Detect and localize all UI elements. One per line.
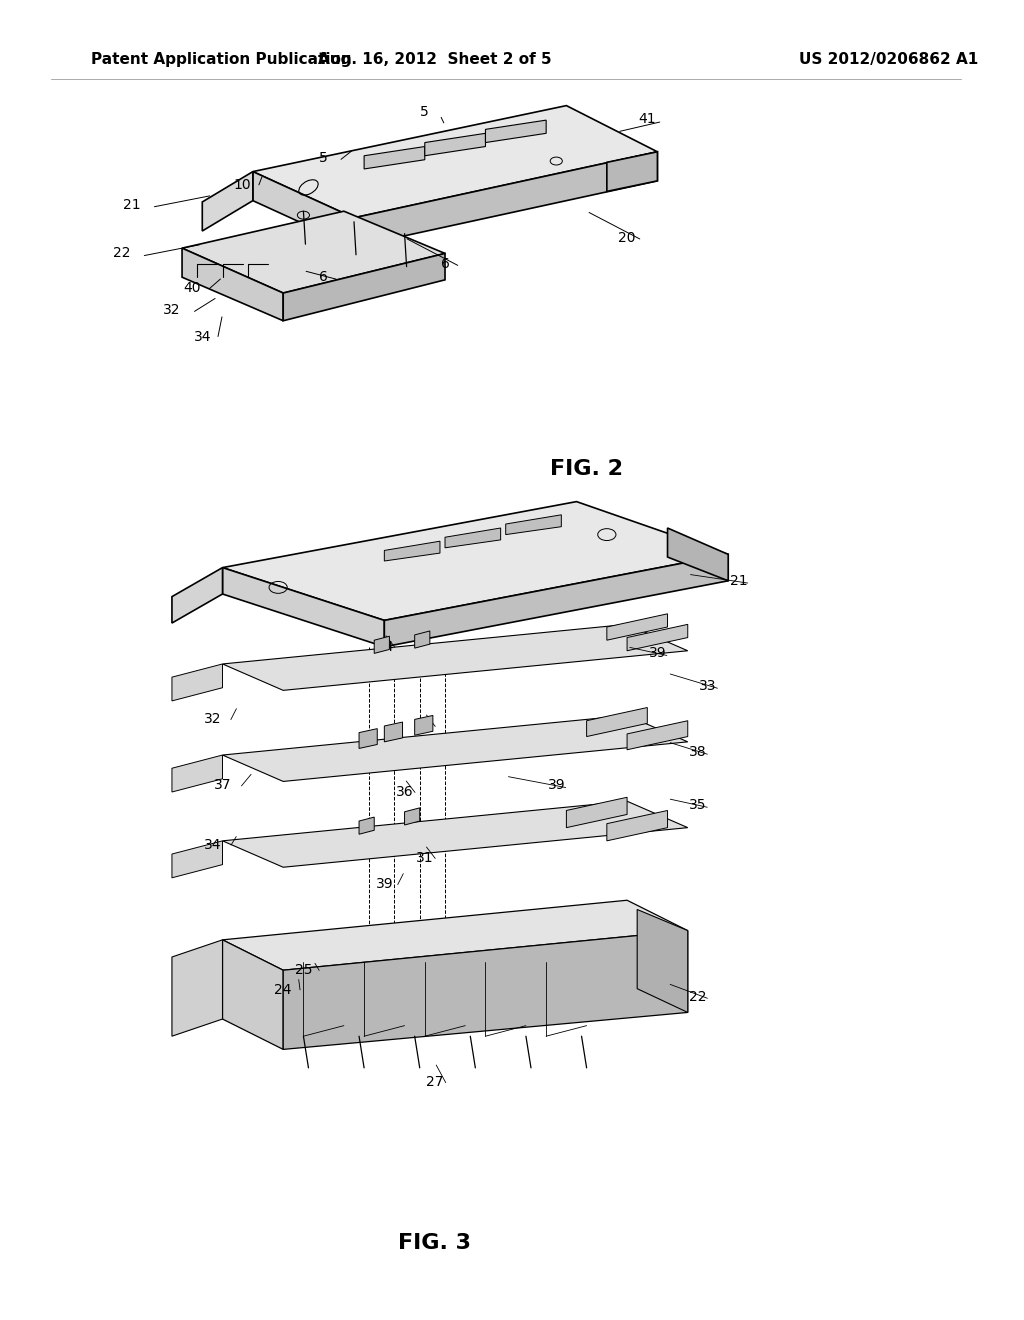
Text: 25: 25 [295, 964, 312, 977]
Text: 36: 36 [395, 785, 414, 799]
Polygon shape [587, 708, 647, 737]
Polygon shape [415, 631, 430, 648]
Polygon shape [172, 755, 222, 792]
Text: FIG. 3: FIG. 3 [398, 1233, 471, 1254]
Polygon shape [359, 817, 374, 834]
Polygon shape [182, 211, 445, 293]
Text: 35: 35 [689, 799, 707, 812]
Text: 33: 33 [699, 680, 717, 693]
Polygon shape [284, 253, 445, 321]
Polygon shape [172, 841, 222, 878]
Polygon shape [384, 541, 440, 561]
Text: FIG. 2: FIG. 2 [550, 458, 624, 479]
Text: 32: 32 [163, 304, 180, 317]
Polygon shape [203, 172, 253, 231]
Text: 38: 38 [689, 746, 707, 759]
Polygon shape [359, 729, 377, 748]
Polygon shape [607, 810, 668, 841]
Text: 24: 24 [376, 640, 393, 653]
Polygon shape [485, 120, 546, 143]
Polygon shape [172, 940, 222, 1036]
Text: 6: 6 [319, 271, 328, 284]
Text: 5: 5 [319, 152, 328, 165]
Text: Patent Application Publication: Patent Application Publication [91, 51, 352, 67]
Polygon shape [172, 664, 222, 701]
Polygon shape [445, 528, 501, 548]
Text: US 2012/0206862 A1: US 2012/0206862 A1 [799, 51, 978, 67]
Text: 37: 37 [214, 779, 231, 792]
Polygon shape [627, 721, 688, 750]
Polygon shape [182, 248, 284, 321]
Text: 22: 22 [689, 990, 707, 1003]
Text: 27: 27 [426, 1076, 443, 1089]
Polygon shape [607, 152, 657, 191]
Polygon shape [354, 152, 657, 247]
Text: 40: 40 [183, 281, 201, 294]
Polygon shape [668, 528, 728, 581]
Text: 34: 34 [204, 838, 221, 851]
Polygon shape [374, 636, 389, 653]
Polygon shape [222, 568, 384, 647]
Polygon shape [425, 133, 485, 156]
Polygon shape [365, 147, 425, 169]
Polygon shape [404, 808, 420, 825]
Polygon shape [222, 940, 284, 1049]
Text: 34: 34 [194, 330, 211, 343]
Text: 30: 30 [416, 719, 433, 733]
Text: 41: 41 [639, 112, 656, 125]
Polygon shape [384, 554, 728, 647]
Text: 10: 10 [233, 178, 252, 191]
Text: 5: 5 [421, 106, 429, 119]
Polygon shape [284, 931, 688, 1049]
Text: 32: 32 [204, 713, 221, 726]
Polygon shape [506, 515, 561, 535]
Polygon shape [607, 614, 668, 640]
Polygon shape [415, 715, 433, 735]
Polygon shape [222, 715, 688, 781]
Text: 39: 39 [648, 647, 667, 660]
Text: 31: 31 [416, 851, 433, 865]
Polygon shape [222, 900, 688, 970]
Polygon shape [222, 624, 688, 690]
Text: 24: 24 [274, 983, 292, 997]
Polygon shape [222, 502, 728, 620]
Text: 39: 39 [376, 878, 393, 891]
Polygon shape [253, 106, 657, 218]
Polygon shape [172, 568, 222, 623]
Polygon shape [253, 172, 354, 247]
Text: 21: 21 [123, 198, 140, 211]
Text: 21: 21 [729, 574, 748, 587]
Text: Aug. 16, 2012  Sheet 2 of 5: Aug. 16, 2012 Sheet 2 of 5 [318, 51, 552, 67]
Polygon shape [222, 801, 688, 867]
Polygon shape [384, 722, 402, 742]
Polygon shape [637, 909, 688, 1012]
Text: 6: 6 [440, 257, 450, 271]
Text: 22: 22 [113, 247, 130, 260]
Polygon shape [566, 797, 627, 828]
Text: 20: 20 [618, 231, 636, 244]
Polygon shape [627, 624, 688, 651]
Text: 39: 39 [548, 779, 565, 792]
